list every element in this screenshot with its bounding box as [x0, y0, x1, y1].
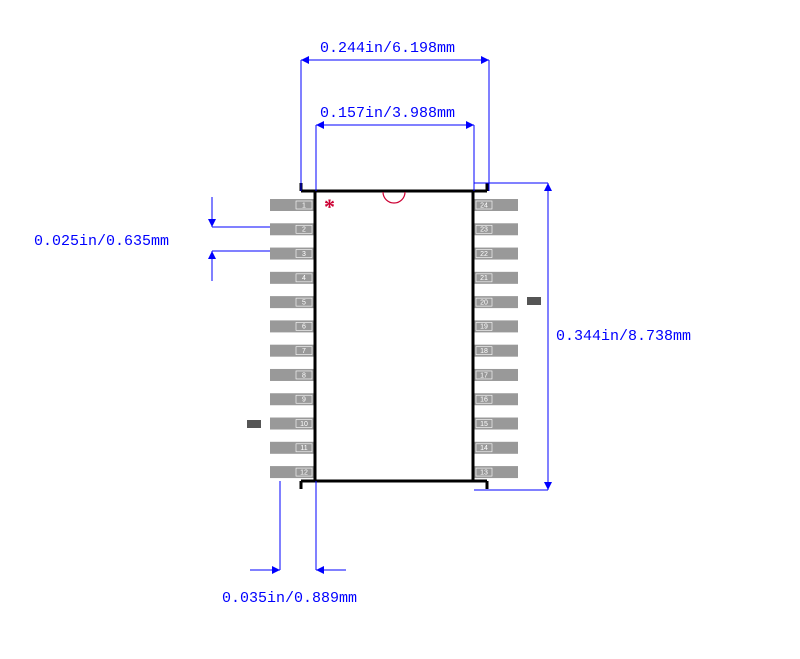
pin-number-18: 18 [480, 348, 488, 355]
arrow-head [208, 219, 216, 227]
arrow-head [272, 566, 280, 574]
pin-number-12: 12 [300, 469, 308, 476]
pin-number-2: 2 [302, 227, 306, 234]
pin-number-3: 3 [302, 251, 306, 258]
pin-number-9: 9 [302, 397, 306, 404]
dim-label: 0.344in/8.738mm [556, 328, 691, 345]
arrow-head [544, 183, 552, 191]
pin-number-22: 22 [480, 251, 488, 258]
pin-number-11: 11 [300, 445, 307, 452]
pin-number-14: 14 [480, 445, 488, 452]
arrow-head [481, 56, 489, 64]
pin-number-21: 21 [480, 275, 488, 282]
orientation-notch [383, 192, 405, 203]
pin-number-5: 5 [302, 299, 306, 306]
pin-number-13: 13 [480, 469, 488, 476]
pin-number-10: 10 [300, 421, 308, 428]
pin1-mark: * [324, 194, 335, 219]
arrow-head [208, 251, 216, 259]
pin-number-4: 4 [302, 275, 306, 282]
dim-label: 0.035in/0.889mm [222, 590, 357, 607]
pin-number-17: 17 [480, 372, 488, 379]
arrow-head [316, 121, 324, 129]
pin-number-24: 24 [480, 202, 488, 209]
pin-number-8: 8 [302, 372, 306, 379]
pin-number-20: 20 [480, 299, 488, 306]
pin-number-15: 15 [480, 421, 488, 428]
pin-number-7: 7 [302, 348, 306, 355]
dim-label: 0.244in/6.198mm [320, 40, 455, 57]
dim-label: 0.025in/0.635mm [34, 233, 169, 250]
pin-number-19: 19 [480, 324, 488, 331]
arrow-head [316, 566, 324, 574]
fiducial-2 [527, 297, 541, 305]
dim-label: 0.157in/3.988mm [320, 105, 455, 122]
arrow-head [466, 121, 474, 129]
pin-number-6: 6 [302, 324, 306, 331]
pin-number-23: 23 [480, 227, 488, 234]
arrow-head [544, 482, 552, 490]
pin-number-1: 1 [302, 202, 306, 209]
pin-number-16: 16 [480, 397, 488, 404]
fiducial-1 [247, 420, 261, 428]
arrow-head [301, 56, 309, 64]
